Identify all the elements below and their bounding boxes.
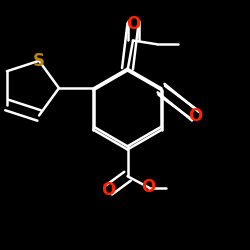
Text: S: S bbox=[33, 52, 45, 70]
Text: O: O bbox=[126, 15, 140, 33]
Text: O: O bbox=[142, 178, 156, 196]
Text: O: O bbox=[188, 107, 202, 125]
Text: O: O bbox=[102, 181, 116, 199]
